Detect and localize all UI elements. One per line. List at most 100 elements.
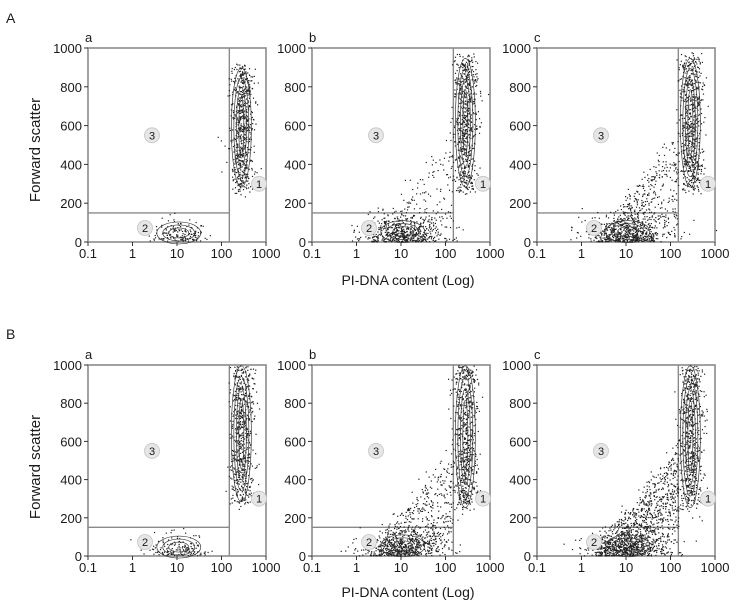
- event-dot: [699, 62, 701, 64]
- event-dot: [465, 75, 468, 77]
- event-dot: [642, 218, 644, 220]
- event-dot: [247, 379, 250, 381]
- event-dot: [625, 199, 627, 201]
- event-dot: [682, 91, 684, 93]
- contour-population-1-b-a: [238, 398, 245, 470]
- event-dot: [655, 233, 657, 235]
- y-tick-label-a-c-3: 600: [509, 119, 531, 134]
- event-dot: [661, 207, 663, 209]
- event-dot: [687, 64, 689, 67]
- event-dot: [654, 177, 656, 179]
- event-dot: [241, 408, 243, 411]
- event-dot: [694, 187, 696, 190]
- event-dot: [686, 115, 688, 117]
- event-dot: [239, 188, 241, 191]
- event-dot: [461, 114, 463, 117]
- subpanel-label-b-b: b: [309, 347, 316, 362]
- event-dot: [250, 463, 252, 465]
- event-dot: [681, 117, 684, 120]
- event-dot: [675, 154, 677, 156]
- event-dot: [389, 239, 391, 241]
- event-dot: [247, 94, 249, 96]
- event-dot: [676, 179, 678, 181]
- event-dot: [697, 178, 699, 181]
- event-dot: [416, 237, 419, 239]
- event-dot: [431, 535, 434, 538]
- event-dot: [698, 125, 700, 127]
- event-dot: [618, 232, 620, 234]
- event-dot: [689, 157, 691, 159]
- event-dot: [242, 498, 244, 500]
- event-dot: [245, 114, 248, 117]
- event-dot: [244, 134, 246, 136]
- event-dot: [636, 236, 639, 238]
- event-dot: [444, 213, 447, 215]
- event-dot: [432, 525, 434, 527]
- event-dot: [676, 59, 678, 61]
- event-dot: [627, 205, 629, 208]
- event-dot: [470, 98, 472, 100]
- event-dot: [396, 216, 398, 218]
- event-dot: [244, 489, 247, 491]
- event-dot: [595, 236, 597, 238]
- event-dot: [697, 188, 700, 191]
- event-dot: [659, 207, 661, 209]
- event-dot: [620, 227, 622, 230]
- event-dot: [695, 140, 697, 143]
- event-dot: [458, 191, 460, 193]
- event-dot: [466, 193, 468, 195]
- event-dot: [454, 170, 457, 172]
- event-dot: [675, 163, 677, 165]
- event-dot: [422, 192, 424, 194]
- event-dot: [242, 74, 244, 76]
- y-tick-label-b-a-4: 800: [60, 396, 82, 411]
- event-dot: [422, 544, 424, 546]
- event-dot: [452, 156, 454, 158]
- event-dot: [236, 433, 238, 435]
- event-dot: [230, 140, 232, 142]
- event-dot: [178, 540, 180, 543]
- event-dot: [686, 180, 688, 183]
- event-dot: [479, 167, 481, 169]
- event-dot: [199, 554, 201, 556]
- event-dot: [404, 239, 406, 242]
- event-dot: [388, 527, 390, 529]
- event-dot: [398, 227, 401, 229]
- event-dot: [192, 552, 195, 555]
- event-dot: [678, 184, 680, 187]
- event-dot: [680, 78, 683, 80]
- event-dot: [662, 215, 664, 218]
- event-dot: [236, 153, 238, 155]
- event-dot: [652, 239, 654, 241]
- event-dot: [469, 84, 471, 87]
- event-dot: [605, 224, 607, 227]
- event-dot: [168, 550, 170, 553]
- event-dot: [448, 532, 450, 534]
- contour-population-2-a-c: [605, 220, 651, 244]
- event-dot: [654, 206, 656, 208]
- event-dot: [245, 73, 248, 75]
- event-dot: [693, 86, 695, 88]
- event-dot: [236, 482, 238, 484]
- event-dot: [238, 375, 240, 378]
- event-dot: [425, 238, 427, 240]
- event-dot: [443, 198, 446, 200]
- event-dot: [353, 230, 355, 232]
- event-dot: [473, 135, 475, 137]
- event-dot: [630, 217, 633, 219]
- event-dot: [457, 133, 460, 135]
- event-dot: [227, 95, 229, 97]
- event-dot: [238, 508, 240, 511]
- event-dot: [680, 114, 682, 116]
- event-dot: [240, 128, 242, 130]
- event-dot: [616, 235, 618, 237]
- event-dot: [236, 394, 238, 397]
- event-dot: [427, 229, 430, 231]
- event-dot: [401, 513, 403, 515]
- event-dot: [388, 530, 390, 532]
- event-dot: [427, 220, 429, 222]
- event-dot: [396, 229, 398, 231]
- event-dot: [467, 110, 470, 112]
- event-dot: [467, 87, 469, 89]
- event-dot: [580, 235, 582, 237]
